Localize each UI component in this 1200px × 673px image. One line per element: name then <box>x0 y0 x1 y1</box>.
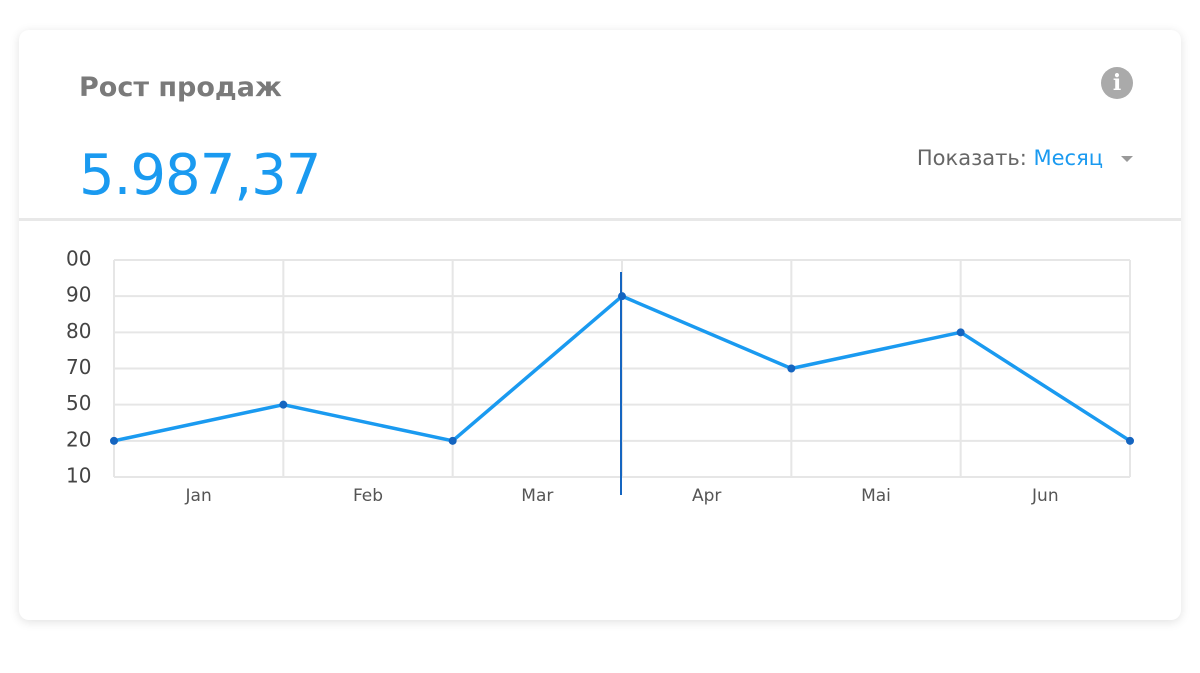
period-selector[interactable]: Показать: Месяц <box>917 146 1103 170</box>
card: Рост продаж 5.987,37 Показать: Месяц i <box>19 30 1181 620</box>
x-tick-label: Jan <box>185 486 212 506</box>
point <box>448 436 457 445</box>
point <box>110 436 118 445</box>
x-tick-label: Jun <box>1031 486 1059 506</box>
info-icon[interactable]: i <box>1101 67 1133 99</box>
show-label: Показать: <box>916 146 1027 170</box>
x-tick-label: Mar <box>521 486 553 506</box>
x-tick-label: Apr <box>692 486 721 506</box>
x-tick-label: Feb <box>353 486 383 506</box>
x-tick-label: Mai <box>861 486 891 506</box>
y-tick-label: 70 <box>66 355 91 379</box>
total-value: 5.987,37 <box>79 143 321 208</box>
y-tick-label: 20 <box>66 427 91 451</box>
y-tick-label: 90 <box>66 283 91 307</box>
y-tick-label: 80 <box>66 319 91 343</box>
card-title: Рост продаж <box>79 72 282 103</box>
dropdown-arrow[interactable] <box>1121 156 1133 162</box>
y-tick-label: 50 <box>66 391 91 415</box>
y-tick-label: 10 <box>66 464 91 488</box>
point <box>1126 436 1134 445</box>
point <box>956 328 965 337</box>
period-value[interactable]: Месяц <box>1033 146 1103 170</box>
point <box>279 400 288 409</box>
divider <box>19 218 1181 221</box>
point <box>787 364 796 373</box>
y-tick-label: 00 <box>66 247 91 271</box>
